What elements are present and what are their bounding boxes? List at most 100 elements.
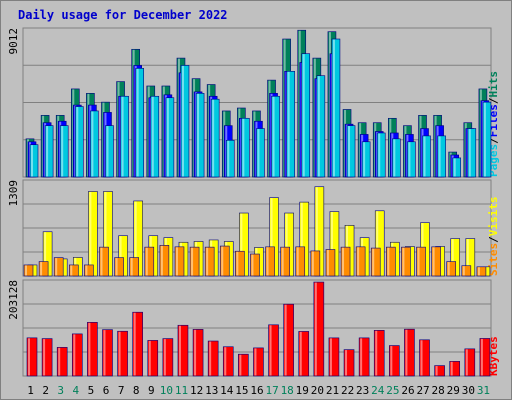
bar-highlight	[462, 266, 465, 276]
day-label: 1	[27, 384, 34, 397]
bar-highlight	[300, 202, 303, 276]
bar-highlight	[88, 322, 91, 376]
bar-pages	[195, 93, 205, 178]
bar-sites	[235, 250, 245, 277]
bar-highlight	[423, 136, 426, 177]
bar-sites	[129, 257, 139, 277]
bar-highlight	[104, 191, 107, 276]
bar-highlight	[468, 129, 471, 177]
bar-kbytes	[373, 330, 385, 377]
bar-pages	[135, 68, 144, 178]
bar-sites	[386, 246, 396, 277]
bar-sites	[461, 265, 472, 277]
day-label: 4	[73, 384, 80, 397]
day-label: 25	[386, 384, 399, 397]
day-label: 12	[190, 384, 203, 397]
legend-entry: KBytes	[487, 336, 500, 376]
bar-highlight	[206, 247, 209, 276]
bar-highlight	[175, 247, 178, 276]
day-label: 14	[220, 384, 234, 397]
bar-highlight	[387, 247, 390, 276]
bar-highlight	[299, 331, 302, 376]
bar-highlight	[451, 239, 454, 276]
bar-highlight	[91, 111, 94, 177]
bar-highlight	[281, 247, 284, 276]
bar-sites	[204, 246, 215, 277]
bar-sites	[250, 253, 260, 277]
bar-highlight	[239, 354, 242, 376]
bar-highlight	[85, 265, 88, 276]
bar-pages	[271, 95, 280, 178]
bar-pages	[59, 125, 69, 178]
bar-highlight	[121, 96, 124, 177]
bar-sites	[265, 246, 275, 277]
series-pages	[29, 38, 492, 178]
series-kbytes	[26, 281, 491, 377]
bar-sites	[325, 249, 336, 277]
bar-sites	[416, 246, 426, 277]
bar-highlight	[197, 93, 200, 177]
day-label: 29	[447, 384, 460, 397]
bar-sites	[114, 257, 124, 277]
bar-highlight	[360, 338, 363, 376]
bar-highlight	[345, 350, 348, 376]
bar-highlight	[55, 258, 58, 276]
bar-sites	[401, 246, 411, 277]
bar-pages	[241, 117, 250, 178]
bar-kbytes	[222, 346, 234, 377]
bar-pages	[225, 139, 235, 178]
bar-kbytes	[343, 349, 355, 377]
bar-kbytes	[162, 338, 174, 377]
day-label: 2	[42, 384, 49, 397]
bar-pages	[361, 141, 371, 178]
day-label: 11	[175, 384, 188, 397]
bar-highlight	[40, 262, 43, 276]
day-label: 7	[118, 384, 125, 397]
legend-entry: Sites	[487, 243, 500, 276]
bar-sites	[144, 246, 155, 277]
bar-highlight	[314, 282, 317, 376]
bar-highlight	[483, 102, 486, 177]
bar-kbytes	[26, 337, 38, 377]
bar-sites	[431, 246, 441, 277]
bar-kbytes	[253, 347, 264, 377]
bar-sites	[38, 261, 49, 277]
bar-highlight	[390, 346, 393, 376]
bar-highlight	[163, 339, 166, 376]
day-label: 6	[103, 384, 110, 397]
bar-pages	[331, 38, 341, 178]
bar-highlight	[285, 213, 288, 276]
bar-highlight	[269, 325, 272, 376]
bar-highlight	[408, 142, 411, 177]
bar-sites	[189, 246, 200, 277]
day-label: 13	[205, 384, 218, 397]
bar-highlight	[251, 254, 254, 276]
bar-highlight	[315, 187, 318, 276]
day-label: 17	[265, 384, 278, 397]
day-label: 27	[416, 384, 429, 397]
bar-kbytes	[147, 340, 159, 377]
bar-highlight	[227, 140, 230, 177]
bar-pages	[482, 101, 492, 178]
bar-highlight	[70, 265, 73, 276]
series-legend: KBytes	[487, 336, 500, 376]
bar-pages	[467, 128, 477, 178]
day-label: 10	[160, 384, 173, 397]
bar-highlight	[372, 248, 375, 276]
bar-pages	[180, 65, 190, 178]
bar-highlight	[465, 349, 468, 376]
bar-pages	[74, 106, 84, 178]
bar-kbytes	[464, 348, 476, 377]
bar-highlight	[212, 99, 215, 177]
day-label: 23	[356, 384, 369, 397]
bar-highlight	[438, 136, 441, 177]
bar-pages	[256, 128, 265, 178]
bar-highlight	[402, 247, 405, 276]
bar-highlight	[103, 330, 106, 376]
bar-highlight	[43, 339, 46, 376]
bar-highlight	[329, 338, 332, 376]
bar-sites	[68, 264, 79, 277]
bar-highlight	[378, 133, 381, 177]
